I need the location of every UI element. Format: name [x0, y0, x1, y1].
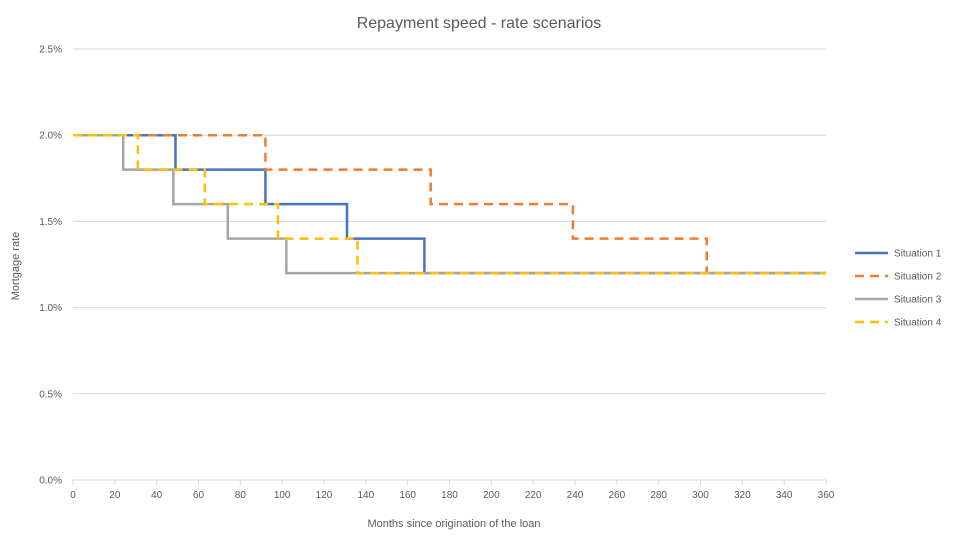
x-tick-label: 180 [441, 490, 458, 501]
x-tick-label: 240 [567, 490, 584, 501]
legend-label-situation-4: Situation 4 [894, 318, 942, 329]
legend-label-situation-3: Situation 3 [894, 295, 942, 306]
chart-title: Repayment speed - rate scenarios [357, 15, 602, 32]
x-tick-label: 360 [818, 490, 835, 501]
x-tick-label: 120 [316, 490, 333, 501]
series-line-situation-3 [73, 133, 826, 275]
x-axis-ticks: 0 20 40 60 80 100 120 140 160 180 200 220 240 260 280 3… [70, 480, 835, 501]
gridlines [73, 48, 826, 395]
y-tick-label: 0.5% [39, 389, 62, 400]
x-tick-label: 160 [399, 490, 416, 501]
series-lines [73, 133, 826, 275]
series-line-situation-2 [73, 133, 826, 275]
y-tick-label: 1.0% [39, 303, 62, 314]
x-tick-label: 280 [650, 490, 667, 501]
x-tick-label: 340 [776, 490, 793, 501]
x-tick-label: 80 [235, 490, 247, 501]
x-tick-label: 0 [70, 490, 76, 501]
x-axis-title: Months since origination of the loan [367, 518, 540, 530]
y-axis-title: Mortgage rate [10, 232, 22, 300]
x-tick-label: 100 [274, 490, 291, 501]
y-axis-ticks: 0.0% 0.5% 1.0% 1.5% 2.0% 2.5% [39, 45, 62, 487]
legend: Situation 1 Situation 2 Situation 3 Situati… [855, 249, 942, 329]
y-tick-label: 1.5% [39, 217, 62, 228]
y-tick-label: 2.5% [39, 45, 62, 56]
series-line-situation-1 [73, 133, 826, 275]
legend-label-situation-2: Situation 2 [894, 272, 942, 283]
x-tick-label: 300 [692, 490, 709, 501]
x-tick-label: 200 [483, 490, 500, 501]
x-tick-label: 220 [525, 490, 542, 501]
x-tick-label: 40 [151, 490, 163, 501]
x-tick-label: 140 [357, 490, 374, 501]
x-tick-label: 320 [734, 490, 751, 501]
y-tick-label: 2.0% [39, 131, 62, 142]
series-line-situation-4 [73, 133, 826, 275]
x-tick-label: 260 [608, 490, 625, 501]
x-tick-label: 20 [109, 490, 121, 501]
x-tick-label: 60 [193, 490, 205, 501]
y-tick-label: 0.0% [39, 476, 62, 487]
legend-label-situation-1: Situation 1 [894, 249, 942, 260]
